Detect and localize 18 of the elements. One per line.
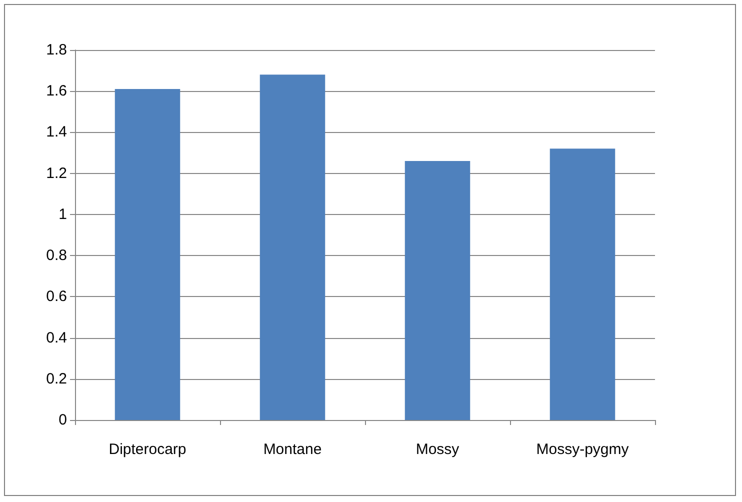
x-tick-label: Dipterocarp bbox=[108, 441, 186, 458]
y-tick-label: 0 bbox=[58, 412, 67, 428]
y-tick-label: 0.6 bbox=[46, 288, 67, 306]
x-tick-label: Montane bbox=[263, 441, 322, 458]
bar bbox=[550, 148, 616, 420]
bar bbox=[114, 89, 180, 420]
y-tick-label: 0.4 bbox=[46, 329, 67, 346]
y-tick-label: 1 bbox=[58, 206, 67, 223]
y-tick-label: 1.8 bbox=[46, 42, 67, 58]
x-tick-label: Mossy bbox=[416, 441, 460, 458]
bar bbox=[260, 74, 326, 420]
y-tick-label: 1.2 bbox=[46, 164, 67, 182]
y-tick-label: 0.2 bbox=[46, 370, 67, 388]
y-tick-label: 1.6 bbox=[46, 82, 67, 100]
y-tick-label: 1.4 bbox=[46, 124, 67, 141]
bar bbox=[404, 161, 470, 420]
x-tick-label: Mossy-pygmy bbox=[536, 441, 630, 458]
y-tick-label: 0.8 bbox=[46, 247, 67, 264]
